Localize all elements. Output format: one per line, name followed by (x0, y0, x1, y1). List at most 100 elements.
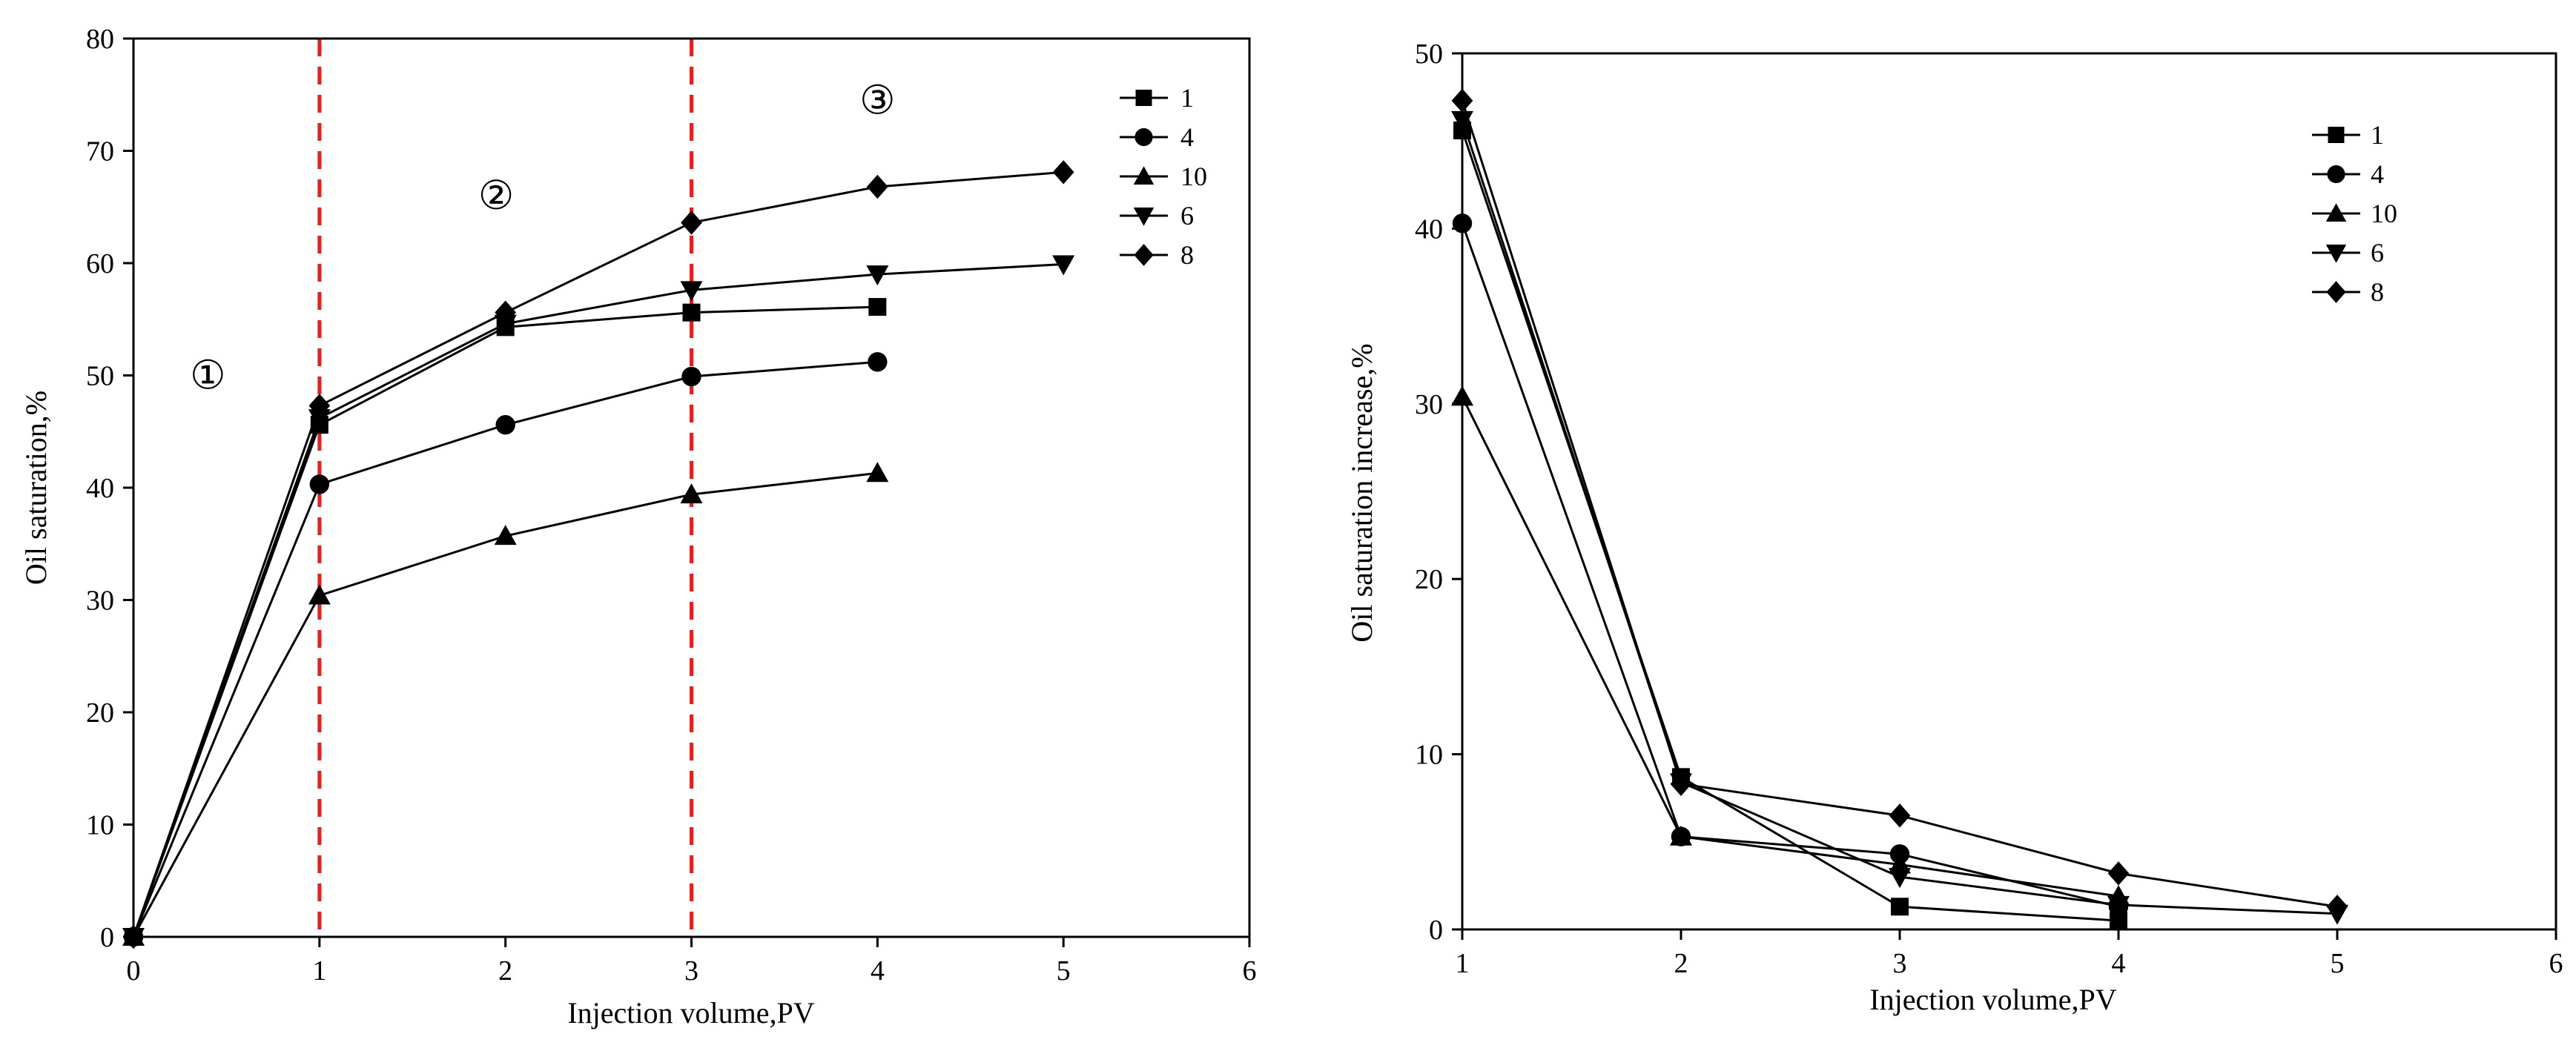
data-point (682, 303, 701, 322)
legend-label: 4 (2371, 159, 2384, 189)
series-line-6 (1461, 119, 2338, 915)
legend-label: 6 (1180, 201, 1194, 231)
data-point (1451, 88, 1473, 113)
data-point (494, 314, 517, 335)
data-point (2326, 895, 2348, 919)
series-10 (1451, 385, 2130, 906)
y-tick-label: 40 (86, 473, 114, 504)
data-point (495, 414, 515, 435)
legend-label: 6 (2371, 238, 2384, 268)
data-point (1452, 213, 1473, 233)
x-tick-label: 5 (1057, 955, 1071, 987)
data-point (680, 483, 703, 504)
data-point (866, 174, 888, 199)
x-tick-label: 6 (2549, 948, 2563, 979)
data-point (308, 584, 331, 605)
series-line-1 (1461, 130, 2119, 922)
plot-frame (1461, 52, 2557, 931)
x-axis-title: Injection volume,PV (567, 996, 814, 1030)
x-tick-label: 3 (1893, 948, 1907, 979)
y-axis-title: Oil saturation,% (19, 391, 53, 585)
legend-label: 1 (1180, 83, 1194, 113)
data-point (2107, 895, 2130, 916)
data-point (868, 352, 888, 372)
y-tick-label: 40 (1415, 213, 1443, 245)
y-tick-label: 0 (100, 922, 114, 953)
data-point (495, 300, 517, 325)
series-10 (122, 462, 889, 946)
legend-marker-10 (1133, 166, 1155, 185)
data-point (1052, 160, 1074, 185)
legend-label: 4 (1180, 122, 1194, 152)
series-line-8 (1461, 100, 2338, 908)
data-point (308, 409, 331, 430)
region-label: ③ (859, 78, 895, 122)
y-tick-label: 50 (1415, 39, 1443, 70)
data-point (122, 924, 145, 949)
legend-marker-1 (2328, 127, 2345, 143)
series-line-8 (132, 170, 1064, 938)
y-tick-label: 30 (86, 586, 114, 617)
x-tick-label: 5 (2331, 948, 2345, 979)
data-point (1891, 898, 1909, 916)
legend-label: 10 (2371, 199, 2397, 228)
legend-marker-4 (1135, 127, 1153, 147)
x-tick-label: 1 (312, 955, 326, 987)
chart-2: 1 2 3 4 5 6 0 10 20 30 40 50 Injection volume,PV Oil … (1345, 39, 2563, 1016)
y-tick-label: 10 (86, 810, 114, 841)
y-axis-title: Oil saturation increase,% (1345, 343, 1378, 642)
y-tick-label: 50 (86, 361, 114, 392)
legend-label: 8 (2371, 277, 2384, 307)
series-6 (122, 255, 1075, 948)
data-point (681, 210, 702, 235)
data-point (1670, 772, 1692, 796)
legend-marker-4 (2327, 165, 2345, 184)
x-tick-label: 3 (684, 955, 699, 987)
y-tick-label: 80 (86, 24, 114, 55)
series-8 (122, 160, 1074, 949)
series-1 (125, 298, 887, 946)
y-tick-label: 30 (1415, 389, 1443, 420)
y-tick-label: 60 (86, 248, 114, 279)
data-point (1889, 868, 1911, 889)
data-point (308, 394, 331, 418)
y-tick-label: 10 (1415, 740, 1443, 771)
data-point (1889, 803, 1911, 828)
data-point (1670, 825, 1692, 846)
x-tick-label: 4 (2112, 948, 2126, 979)
legend-marker-6 (2325, 245, 2347, 263)
data-point (1451, 385, 1473, 406)
y-tick-label: 0 (1429, 915, 1443, 946)
data-point (866, 462, 889, 483)
series-6 (1451, 110, 2348, 925)
data-point (1052, 255, 1075, 276)
legend-marker-1 (1135, 90, 1152, 106)
y-tick-label: 20 (86, 697, 114, 729)
series-4 (1452, 213, 2129, 917)
x-tick-label: 4 (871, 955, 885, 987)
x-tick-label: 2 (498, 955, 512, 987)
legend-label: 1 (2371, 120, 2384, 150)
data-point (866, 265, 889, 286)
series-line-4 (132, 360, 878, 938)
y-tick-label: 70 (86, 136, 114, 168)
data-point (681, 366, 701, 387)
y-tick-label: 20 (1415, 564, 1443, 595)
legend-marker-8 (2326, 281, 2346, 303)
region-label: ① (190, 354, 225, 398)
data-point (2107, 861, 2130, 886)
x-tick-label: 1 (1456, 948, 1470, 979)
region-label: ② (478, 173, 514, 218)
series-line-1 (132, 305, 878, 938)
series-1 (1453, 122, 2127, 930)
legend-marker-6 (1133, 208, 1155, 226)
series-line-6 (132, 263, 1064, 938)
legend-label: 10 (1180, 162, 1207, 191)
x-axis-title: Injection volume,PV (1869, 983, 2116, 1016)
series-8 (1451, 88, 2348, 919)
x-tick-label: 0 (127, 955, 141, 987)
